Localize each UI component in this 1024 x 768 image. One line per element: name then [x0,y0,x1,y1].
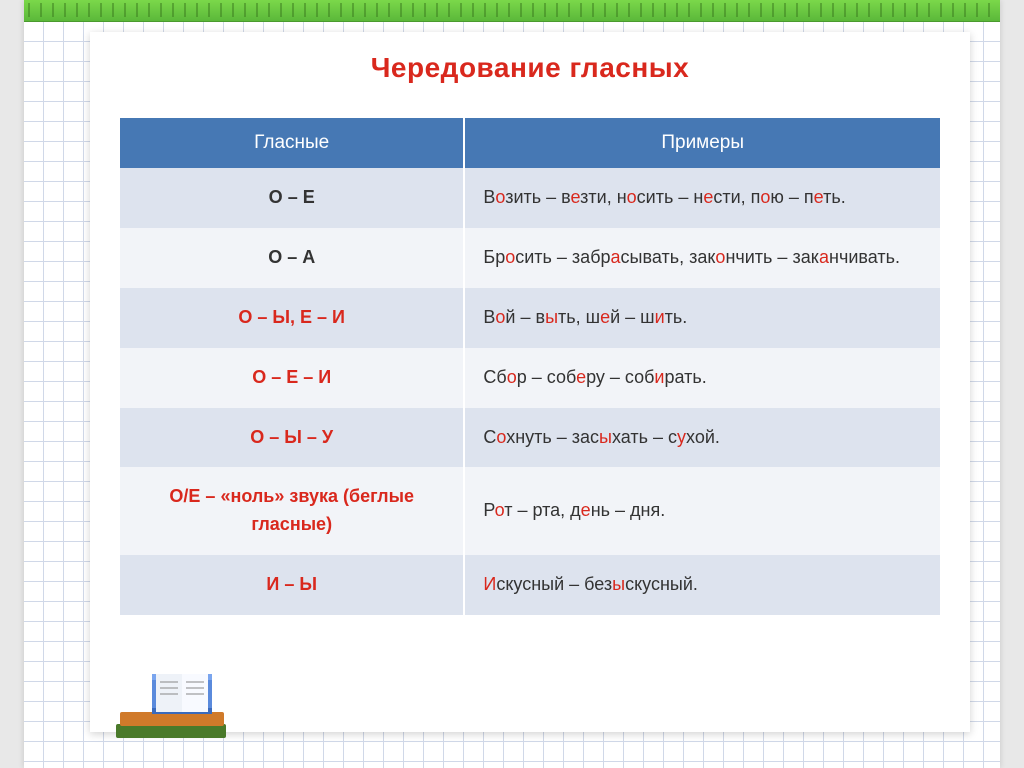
col-header-examples: Примеры [464,118,940,168]
spiral-binding [24,0,1000,22]
cell-examples: Сохнуть – засыхать – сухой. [464,408,940,468]
cell-examples: Рот – рта, день – дня. [464,467,940,555]
vowel-alternation-table: Гласные Примеры О – ЕВозить – везти, нос… [120,118,940,615]
cell-vowels: О – Е [120,168,464,228]
table-row: О – Ы, Е – ИВой – выть, шей – шить. [120,288,940,348]
cell-vowels: О/Е – «ноль» звука (беглые гласные) [120,467,464,555]
table-row: И – ЫИскусный – безыскусный. [120,555,940,615]
slide-frame: Чередование гласных Гласные Примеры О – … [24,0,1000,768]
cell-examples: Бросить – забрасывать, закончить – закан… [464,228,940,288]
cell-examples: Возить – везти, носить – нести, пою – пе… [464,168,940,228]
cell-examples: Сбор – соберу – собирать. [464,348,940,408]
cell-vowels: О – А [120,228,464,288]
cell-vowels: О – Е – И [120,348,464,408]
cell-examples: Искусный – безыскусный. [464,555,940,615]
page-title: Чередование гласных [90,32,970,110]
table-row: О – ЕВозить – везти, носить – нести, пою… [120,168,940,228]
table-row: О – Е – ИСбор – соберу – собирать. [120,348,940,408]
table-row: О – Ы – УСохнуть – засыхать – сухой. [120,408,940,468]
col-header-vowels: Гласные [120,118,464,168]
cell-vowels: О – Ы, Е – И [120,288,464,348]
books-icon [116,666,236,744]
content-sheet: Чередование гласных Гласные Примеры О – … [90,32,970,732]
cell-vowels: О – Ы – У [120,408,464,468]
table-row: О – АБросить – забрасывать, закончить – … [120,228,940,288]
cell-examples: Вой – выть, шей – шить. [464,288,940,348]
table-header-row: Гласные Примеры [120,118,940,168]
table-row: О/Е – «ноль» звука (беглые гласные)Рот –… [120,467,940,555]
cell-vowels: И – Ы [120,555,464,615]
